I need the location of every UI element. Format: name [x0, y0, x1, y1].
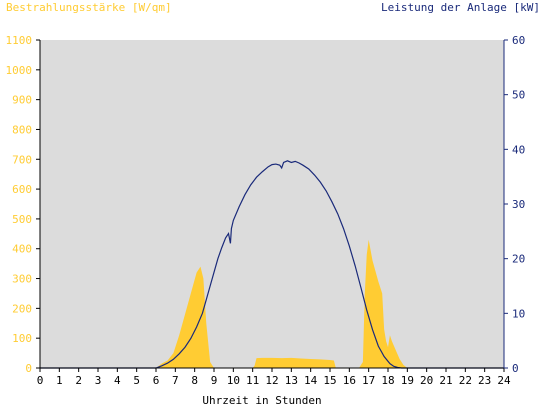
y-right-tick-label: 20 [512, 253, 525, 266]
x-tick-label: 8 [191, 374, 198, 387]
x-tick-label: 23 [478, 374, 491, 387]
x-tick-label: 19 [401, 374, 414, 387]
y-right-tick-label: 30 [512, 198, 525, 211]
y-left-tick-label: 200 [12, 302, 32, 315]
y-right-tick-label: 40 [512, 143, 525, 156]
x-tick-label: 1 [56, 374, 63, 387]
y-right-tick-label: 10 [512, 307, 525, 320]
y-left-tick-label: 600 [12, 183, 32, 196]
x-tick-label: 13 [285, 374, 298, 387]
x-tick-label: 3 [95, 374, 102, 387]
left-axis-label: Bestrahlungsstärke [W/qm] [6, 1, 172, 14]
y-left-tick-label: 500 [12, 213, 32, 226]
y-left-tick-label: 700 [12, 153, 32, 166]
x-tick-label: 22 [459, 374, 472, 387]
right-axis-label: Leistung der Anlage [kW] [381, 1, 540, 14]
x-tick-label: 14 [304, 374, 318, 387]
x-tick-label: 2 [75, 374, 82, 387]
y-left-tick-labels: 0 100 200 300 400 500 600 700 800 900 1000 1100 [6, 34, 40, 375]
plot-area [40, 40, 504, 368]
y-left-tick-label: 100 [12, 332, 32, 345]
y-left-tick-label: 1100 [6, 34, 33, 47]
x-tick-label: 12 [265, 374, 278, 387]
y-left-tick-label: 1000 [6, 64, 33, 77]
x-tick-label: 17 [362, 374, 375, 387]
y-right-tick-label: 0 [512, 362, 519, 375]
y-right-tick-label: 50 [512, 89, 525, 102]
power-series [40, 160, 504, 369]
x-tick-label: 16 [343, 374, 356, 387]
x-tick-label: 24 [497, 374, 511, 387]
power-line [40, 160, 504, 369]
x-tick-label: 9 [211, 374, 218, 387]
x-tick-label: 20 [420, 374, 433, 387]
x-axis-label: Uhrzeit in Stunden [202, 394, 321, 407]
y-left-tick-label: 300 [12, 273, 32, 286]
x-tick-label: 5 [133, 374, 140, 387]
x-tick-labels: 0 1 2 3 4 5 6 7 8 9 10 11 12 13 14 15 16 17 18 19 20 21 22 23 24 [37, 368, 511, 387]
x-tick-label: 21 [439, 374, 452, 387]
x-tick-label: 18 [381, 374, 394, 387]
y-right-tick-label: 60 [512, 34, 525, 47]
y-left-tick-label: 400 [12, 243, 32, 256]
x-tick-label: 7 [172, 374, 179, 387]
y-left-tick-label: 800 [12, 123, 32, 136]
y-left-tick-label: 0 [25, 362, 32, 375]
x-tick-label: 15 [323, 374, 336, 387]
x-tick-label: 6 [153, 374, 160, 387]
y-left-tick-label: 900 [12, 94, 32, 107]
x-tick-label: 0 [37, 374, 44, 387]
x-tick-label: 10 [227, 374, 240, 387]
x-tick-label: 11 [246, 374, 259, 387]
y-right-tick-labels: 0 10 20 30 40 50 60 [504, 34, 525, 375]
x-tick-label: 4 [114, 374, 121, 387]
